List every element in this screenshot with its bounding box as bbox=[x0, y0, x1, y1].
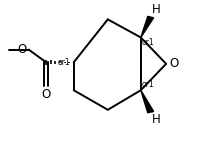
Text: O: O bbox=[169, 57, 179, 70]
Text: or1: or1 bbox=[142, 80, 154, 90]
Text: O: O bbox=[42, 88, 51, 101]
Text: or1: or1 bbox=[142, 38, 154, 47]
Polygon shape bbox=[141, 90, 154, 113]
Text: H: H bbox=[152, 113, 161, 126]
Text: H: H bbox=[152, 3, 161, 16]
Text: or1: or1 bbox=[58, 58, 70, 67]
Polygon shape bbox=[141, 16, 154, 37]
Text: O: O bbox=[18, 43, 27, 56]
